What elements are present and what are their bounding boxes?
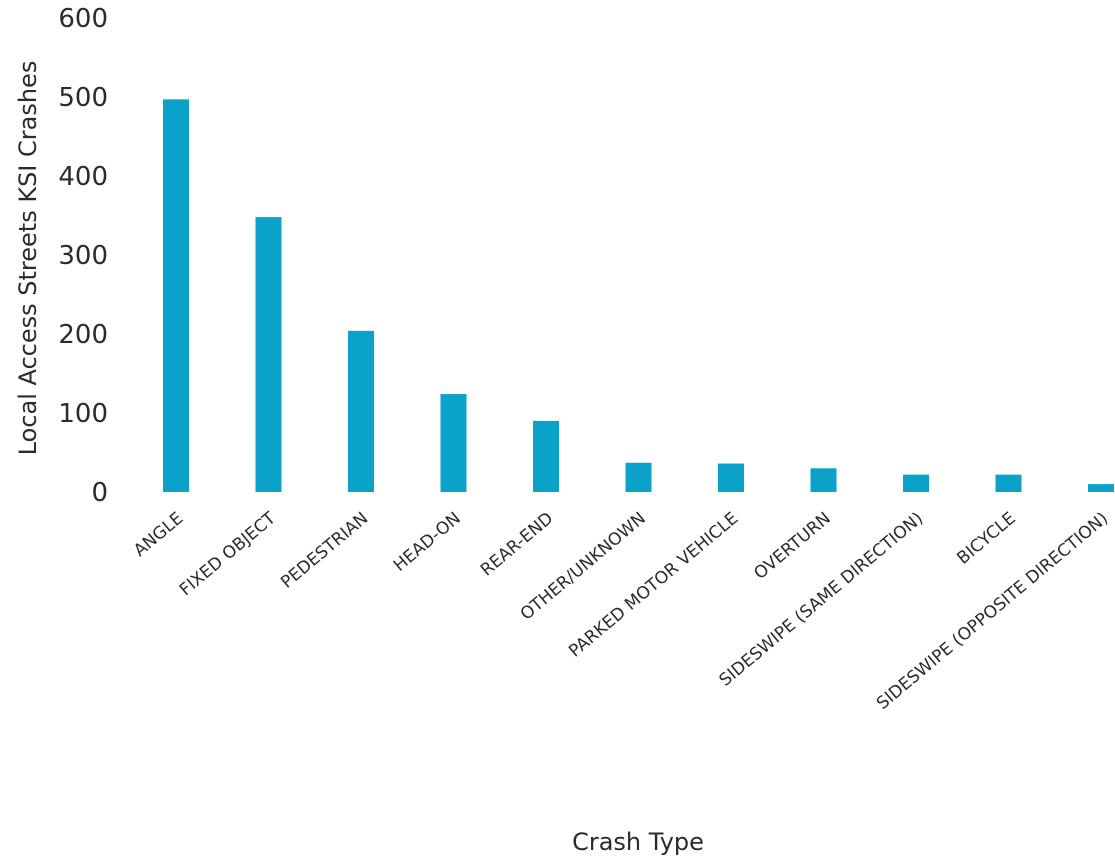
bar-overturn [810,468,837,492]
x-tick-label: PEDESTRIAN [277,509,372,593]
y-tick-label: 200 [58,320,108,350]
y-tick-label: 300 [58,241,108,271]
bars [163,99,1114,493]
bar-other-unknown [625,462,652,492]
bar-parked-motor-vehicle [718,463,744,492]
y-tick-label: 500 [58,83,108,113]
bar-rear-end [533,420,559,492]
y-tick-label: 100 [58,399,108,429]
x-tick-label: REAR-END [477,509,557,581]
x-tick-label: HEAD-ON [390,509,465,576]
bar-sideswipe-opposite-direction [1088,484,1114,492]
y-axis-title: Local Access Streets KSI Crashes [14,61,42,456]
x-tick-label: OVERTURN [750,509,834,584]
x-tick-label: ANGLE [130,509,187,561]
x-tick-label: FIXED OBJECT [176,508,280,600]
bar-head-on [440,394,467,492]
bar-sideswipe-same-direction [903,474,929,492]
x-tick-label: BICYCLE [953,509,1019,569]
y-tick-label: 400 [58,162,108,192]
y-axis-ticks: 0 100 200 300 400 500 600 [58,4,108,508]
y-tick-label: 0 [91,478,108,508]
bar-fixed-object [255,217,282,492]
bar-angle [163,99,189,493]
x-tick-label: SIDESWIPE (SAME DIRECTION) [716,509,928,691]
bar-pedestrian [348,330,374,492]
bar-bicycle [995,474,1022,492]
x-tick-label: PARKED MOTOR VEHICLE [565,509,742,662]
x-axis-title: Crash Type [572,828,704,856]
y-tick-label: 600 [58,4,108,34]
